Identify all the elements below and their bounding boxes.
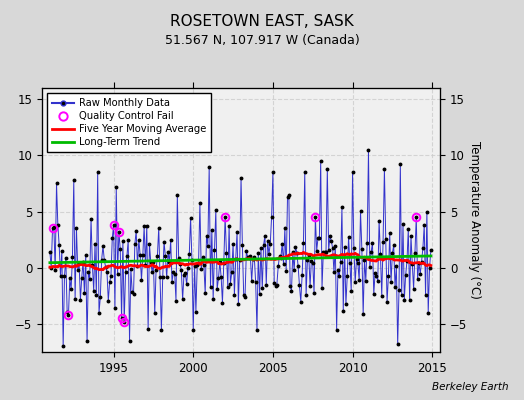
Legend: Raw Monthly Data, Quality Control Fail, Five Year Moving Average, Long-Term Tren: Raw Monthly Data, Quality Control Fail, … <box>47 93 211 152</box>
Y-axis label: Temperature Anomaly (°C): Temperature Anomaly (°C) <box>468 141 481 299</box>
Text: Berkeley Earth: Berkeley Earth <box>432 382 508 392</box>
Text: 51.567 N, 107.917 W (Canada): 51.567 N, 107.917 W (Canada) <box>165 34 359 47</box>
Text: ROSETOWN EAST, SASK: ROSETOWN EAST, SASK <box>170 14 354 29</box>
